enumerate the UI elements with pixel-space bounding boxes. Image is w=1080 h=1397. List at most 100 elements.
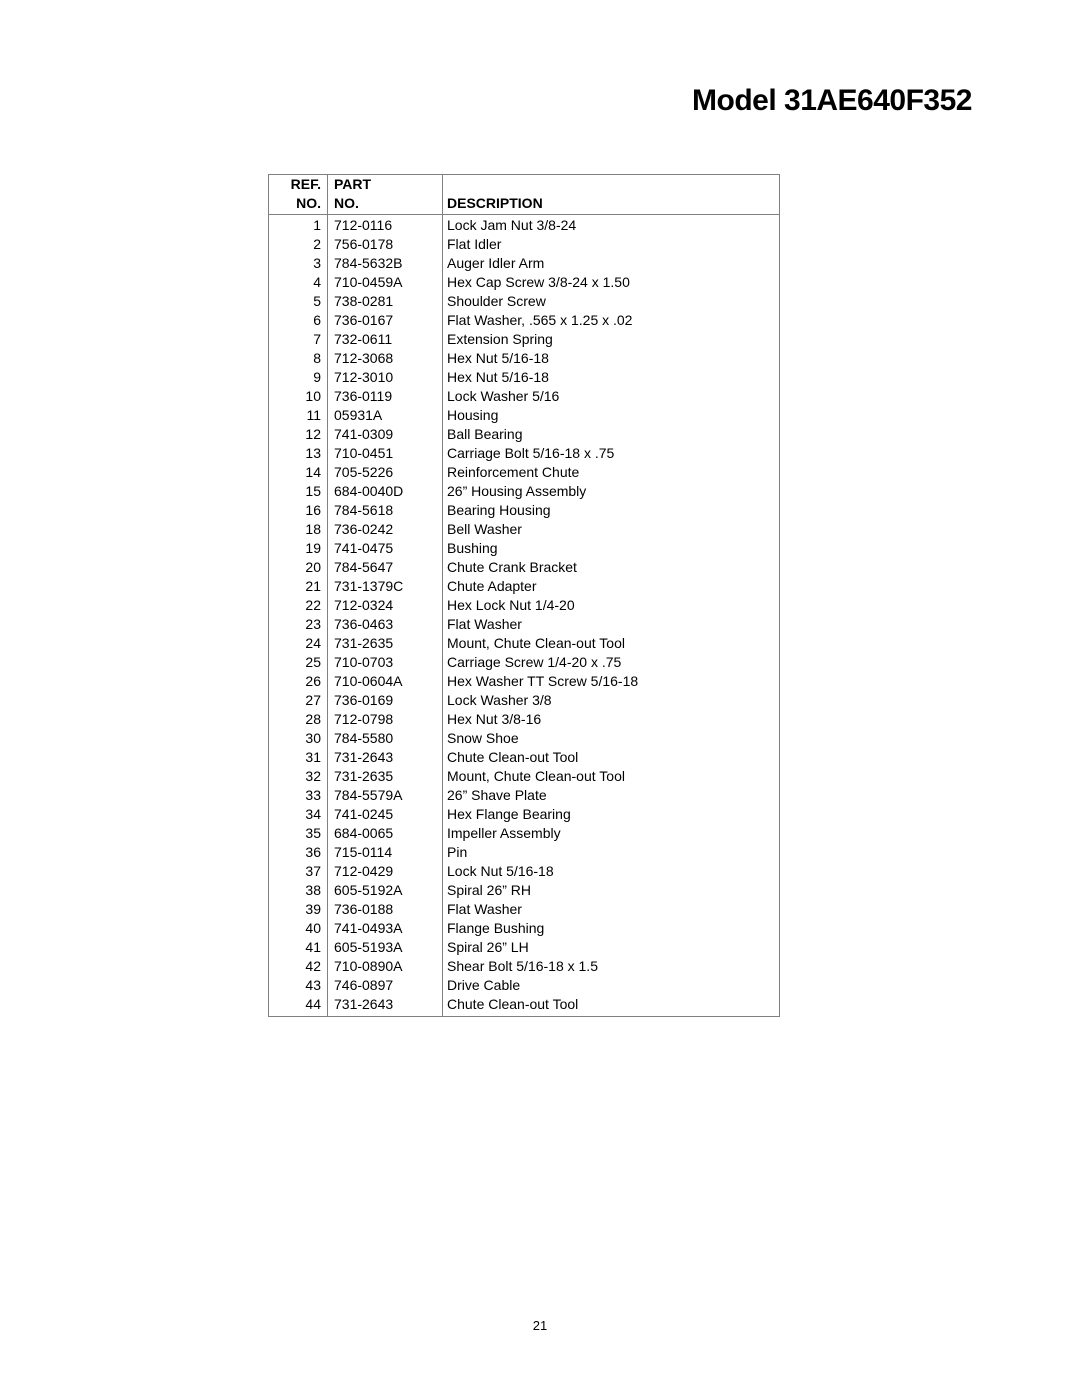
cell-description: Hex Washer TT Screw 5/16-18 — [443, 672, 780, 691]
cell-description: Hex Nut 3/8-16 — [443, 710, 780, 729]
cell-ref-no: 34 — [269, 805, 328, 824]
cell-ref-no: 38 — [269, 881, 328, 900]
cell-part-no: 712-0429 — [328, 862, 443, 881]
cell-description: Mount, Chute Clean-out Tool — [443, 767, 780, 786]
cell-ref-no: 22 — [269, 596, 328, 615]
cell-description: Shear Bolt 5/16-18 x 1.5 — [443, 957, 780, 976]
cell-part-no: 736-0242 — [328, 520, 443, 539]
table-row: 7732-0611Extension Spring — [269, 330, 779, 349]
cell-part-no: 731-2643 — [328, 748, 443, 767]
cell-ref-no: 16 — [269, 501, 328, 520]
header-part-line1: PART — [334, 175, 442, 194]
cell-description: Extension Spring — [443, 330, 780, 349]
table-row: 28712-0798Hex Nut 3/8-16 — [269, 710, 779, 729]
cell-description: Hex Nut 5/16-18 — [443, 349, 780, 368]
cell-description: Snow Shoe — [443, 729, 780, 748]
cell-ref-no: 41 — [269, 938, 328, 957]
cell-part-no: 731-2643 — [328, 995, 443, 1016]
cell-ref-no: 36 — [269, 843, 328, 862]
cell-description: Lock Washer 3/8 — [443, 691, 780, 710]
cell-description: Flat Washer — [443, 900, 780, 919]
cell-ref-no: 8 — [269, 349, 328, 368]
table-row: 40741-0493AFlange Bushing — [269, 919, 779, 938]
cell-ref-no: 4 — [269, 273, 328, 292]
column-header-part: PART NO. — [328, 175, 443, 215]
table-row: 30784-5580Snow Shoe — [269, 729, 779, 748]
cell-ref-no: 24 — [269, 634, 328, 653]
cell-part-no: 731-1379C — [328, 577, 443, 596]
cell-part-no: 741-0493A — [328, 919, 443, 938]
cell-part-no: 736-0167 — [328, 311, 443, 330]
cell-ref-no: 7 — [269, 330, 328, 349]
table-row: 3784-5632BAuger Idler Arm — [269, 254, 779, 273]
table-row: 6736-0167Flat Washer, .565 x 1.25 x .02 — [269, 311, 779, 330]
cell-part-no: 738-0281 — [328, 292, 443, 311]
table-row: 14705-5226Reinforcement Chute — [269, 463, 779, 482]
cell-description: Bushing — [443, 539, 780, 558]
cell-ref-no: 3 — [269, 254, 328, 273]
cell-ref-no: 44 — [269, 995, 328, 1016]
cell-part-no: 05931A — [328, 406, 443, 425]
cell-part-no: 731-2635 — [328, 634, 443, 653]
cell-ref-no: 14 — [269, 463, 328, 482]
table-row: 9712-3010Hex Nut 5/16-18 — [269, 368, 779, 387]
cell-ref-no: 25 — [269, 653, 328, 672]
cell-ref-no: 28 — [269, 710, 328, 729]
table-row: 20784-5647Chute Crank Bracket — [269, 558, 779, 577]
table-row: 31731-2643Chute Clean-out Tool — [269, 748, 779, 767]
cell-part-no: 736-0463 — [328, 615, 443, 634]
table-row: 35684-0065Impeller Assembly — [269, 824, 779, 843]
cell-part-no: 684-0065 — [328, 824, 443, 843]
table-row: 33784-5579A26” Shave Plate — [269, 786, 779, 805]
cell-ref-no: 31 — [269, 748, 328, 767]
cell-part-no: 712-0116 — [328, 215, 443, 236]
cell-description: Flat Washer, .565 x 1.25 x .02 — [443, 311, 780, 330]
cell-ref-no: 9 — [269, 368, 328, 387]
cell-part-no: 712-0798 — [328, 710, 443, 729]
table-row: 34741-0245Hex Flange Bearing — [269, 805, 779, 824]
cell-ref-no: 12 — [269, 425, 328, 444]
cell-description: Lock Jam Nut 3/8-24 — [443, 215, 780, 236]
table-row: 43746-0897Drive Cable — [269, 976, 779, 995]
cell-description: Shoulder Screw — [443, 292, 780, 311]
header-ref-line2: NO. — [273, 194, 321, 213]
cell-ref-no: 43 — [269, 976, 328, 995]
cell-part-no: 605-5192A — [328, 881, 443, 900]
table-row: 16784-5618Bearing Housing — [269, 501, 779, 520]
cell-description: Flange Bushing — [443, 919, 780, 938]
table-row: 32731-2635Mount, Chute Clean-out Tool — [269, 767, 779, 786]
column-header-ref: REF. NO. — [269, 175, 328, 215]
header-ref-line1: REF. — [273, 175, 321, 194]
document-page: Model 31AE640F352 REF. NO. PART NO. DESC… — [0, 0, 1080, 1397]
cell-part-no: 784-5647 — [328, 558, 443, 577]
table-row: 15684-0040D26” Housing Assembly — [269, 482, 779, 501]
cell-part-no: 712-3010 — [328, 368, 443, 387]
table-row: 12741-0309Ball Bearing — [269, 425, 779, 444]
table-row: 22712-0324Hex Lock Nut 1/4-20 — [269, 596, 779, 615]
table-row: 21731-1379CChute Adapter — [269, 577, 779, 596]
cell-description: Hex Nut 5/16-18 — [443, 368, 780, 387]
table-row: 23736-0463Flat Washer — [269, 615, 779, 634]
cell-part-no: 710-0890A — [328, 957, 443, 976]
cell-ref-no: 26 — [269, 672, 328, 691]
table-row: 4710-0459AHex Cap Screw 3/8-24 x 1.50 — [269, 273, 779, 292]
cell-ref-no: 13 — [269, 444, 328, 463]
cell-description: Chute Clean-out Tool — [443, 748, 780, 767]
cell-description: Pin — [443, 843, 780, 862]
table-row: 1105931AHousing — [269, 406, 779, 425]
cell-ref-no: 1 — [269, 215, 328, 236]
table-row: 13710-0451Carriage Bolt 5/16-18 x .75 — [269, 444, 779, 463]
table-row: 38605-5192ASpiral 26” RH — [269, 881, 779, 900]
cell-part-no: 784-5618 — [328, 501, 443, 520]
cell-part-no: 741-0245 — [328, 805, 443, 824]
cell-description: Drive Cable — [443, 976, 780, 995]
cell-ref-no: 27 — [269, 691, 328, 710]
table-row: 18736-0242Bell Washer — [269, 520, 779, 539]
cell-ref-no: 10 — [269, 387, 328, 406]
cell-description: Ball Bearing — [443, 425, 780, 444]
page-title: Model 31AE640F352 — [100, 84, 972, 118]
cell-ref-no: 18 — [269, 520, 328, 539]
cell-part-no: 741-0309 — [328, 425, 443, 444]
parts-table-container: REF. NO. PART NO. DESCRIPTION 1712-0116L… — [268, 174, 780, 1017]
table-row: 36715-0114Pin — [269, 843, 779, 862]
